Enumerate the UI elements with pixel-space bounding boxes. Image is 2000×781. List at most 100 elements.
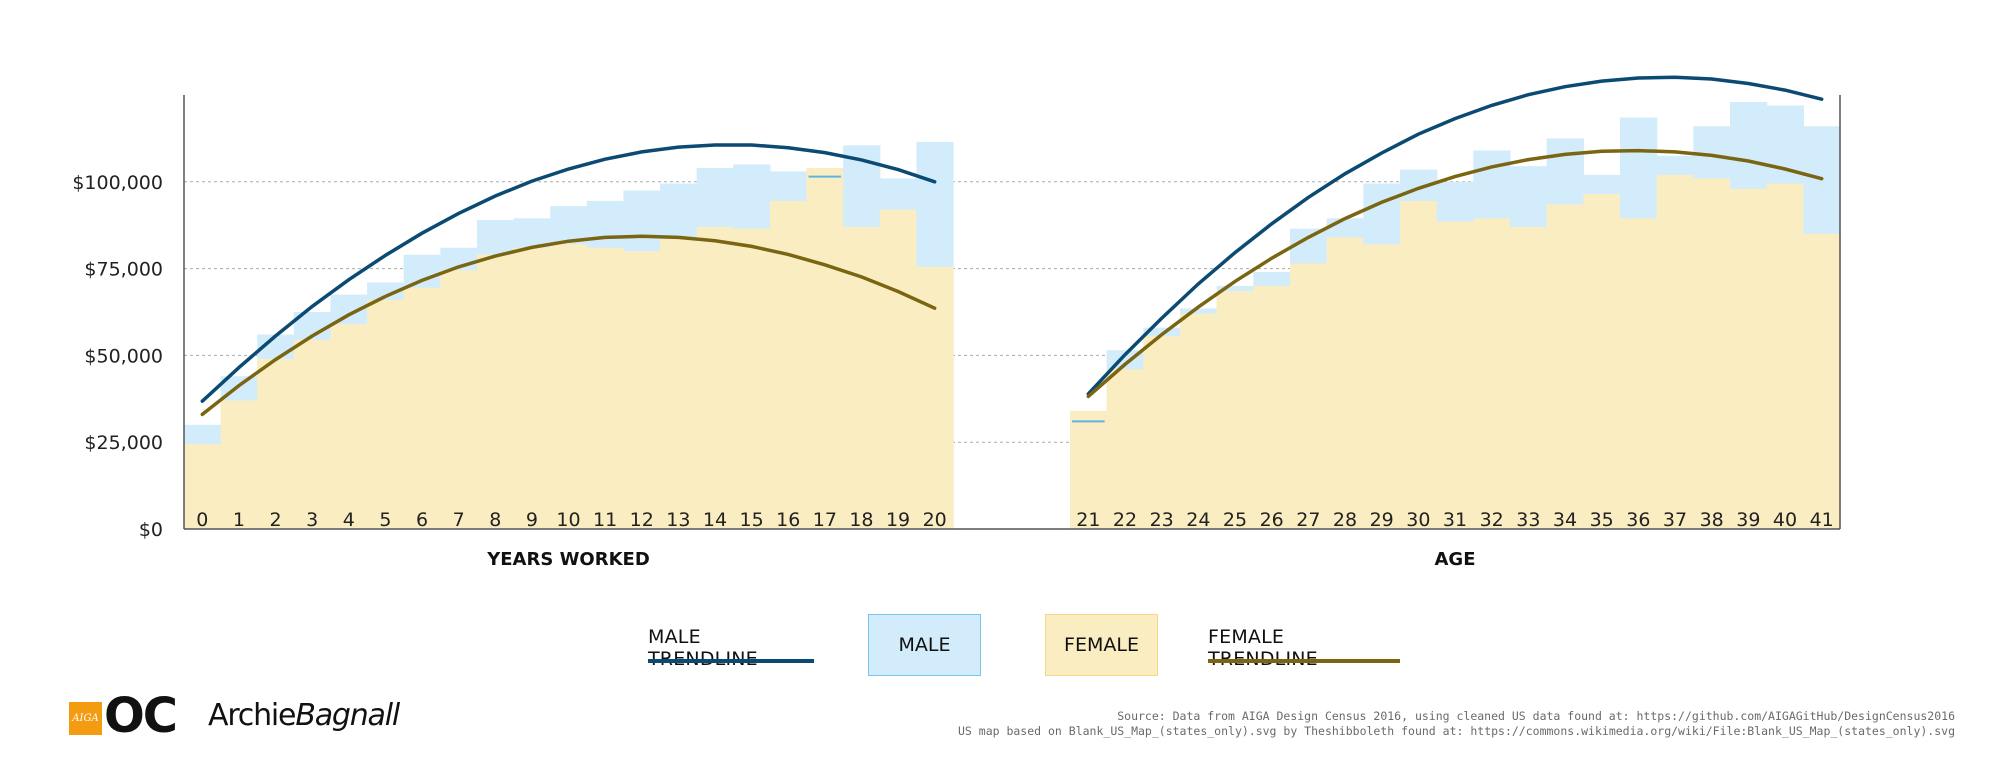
female-bar [1730, 188, 1768, 529]
female-bar [1656, 174, 1694, 529]
female-bar [513, 247, 551, 529]
x-tick-label: 5 [379, 509, 391, 531]
female-bar [1436, 221, 1474, 529]
legend-male-label: MALE [898, 634, 951, 656]
x-tick-label: 9 [526, 509, 538, 531]
y-tick-label: $50,000 [84, 345, 163, 367]
x-tick-label: 36 [1626, 509, 1650, 531]
female-bar [1290, 263, 1328, 529]
female-bar [586, 247, 625, 529]
source-note: Source: Data from AIGA Design Census 201… [958, 709, 1955, 739]
female-bar [916, 266, 954, 529]
female-bar [1326, 237, 1364, 530]
female-bar [1620, 218, 1658, 530]
female-bar [1070, 410, 1108, 529]
x-tick-label: 15 [740, 509, 764, 531]
female-bar [1473, 218, 1511, 530]
x-axis-title: YEARS WORKED [486, 549, 650, 570]
x-tick-label: 32 [1480, 509, 1504, 531]
x-tick-label: 3 [306, 509, 318, 531]
x-tick-label: 20 [923, 509, 947, 531]
aiga-logo: AIGA [69, 702, 102, 735]
x-tick-label: 29 [1370, 509, 1394, 531]
x-tick-label: 25 [1223, 509, 1247, 531]
x-tick-label: 39 [1736, 509, 1760, 531]
female-bar [293, 339, 332, 529]
source-line-1: Source: Data from AIGA Design Census 201… [1117, 709, 1955, 723]
y-tick-label: $100,000 [72, 172, 163, 194]
legend-male-trendline: MALE TRENDLINE [648, 626, 814, 670]
legend-female: FEMALE [1045, 614, 1158, 676]
legend-male-trendline-label: MALE TRENDLINE [648, 626, 758, 670]
legend-male: MALE [868, 614, 981, 676]
x-tick-label: 11 [593, 509, 617, 531]
x-tick-label: 21 [1076, 509, 1100, 531]
x-tick-label: 28 [1333, 509, 1357, 531]
female-bar [806, 167, 844, 530]
x-tick-label: 17 [813, 509, 837, 531]
female-bar [1510, 226, 1548, 529]
female-bar [403, 287, 441, 529]
y-tick-label: $0 [139, 519, 163, 541]
female-bar [330, 324, 368, 529]
x-tick-label: 6 [416, 509, 428, 531]
legend-female-trendline-swatch [1208, 659, 1400, 663]
archie-bagnall-logo: ArchieBagnall [208, 696, 400, 736]
x-tick-label: 41 [1810, 509, 1834, 531]
female-bar [1253, 285, 1291, 529]
x-tick-label: 22 [1113, 509, 1137, 531]
x-tick-label: 33 [1516, 509, 1540, 531]
archie-first: Archie [208, 698, 297, 733]
legend-male-trendline-swatch [648, 659, 814, 663]
female-bar [1803, 233, 1841, 529]
female-bar [220, 400, 258, 529]
x-tick-label: 4 [343, 509, 355, 531]
male-trendline [1086, 75, 1824, 396]
female-trendline [1086, 148, 1824, 399]
female-bar [1216, 291, 1254, 529]
male-trendline [200, 143, 937, 403]
legend-female-label: FEMALE [1064, 634, 1139, 656]
female-bar [660, 239, 698, 529]
x-tick-label: 26 [1260, 509, 1284, 531]
legend-female-trendline: FEMALE TRENDLINE [1208, 626, 1400, 670]
x-tick-label: 16 [776, 509, 800, 531]
x-tick-label: 7 [453, 509, 465, 531]
x-tick-label: 14 [703, 509, 727, 531]
oc-logo: OC [104, 688, 178, 744]
x-tick-label: 35 [1590, 509, 1614, 531]
female-bar [257, 358, 295, 529]
x-tick-label: 1 [233, 509, 245, 531]
x-tick-label: 13 [666, 509, 690, 531]
female-bar [1180, 313, 1218, 529]
female-bar [440, 270, 478, 529]
x-tick-label: 12 [630, 509, 654, 531]
female-bar [1400, 200, 1438, 529]
female-bar [1693, 178, 1731, 529]
trendlines [200, 75, 1824, 417]
x-tick-label: 37 [1663, 509, 1687, 531]
x-tick-label: 40 [1773, 509, 1797, 531]
female-bar [1766, 183, 1804, 529]
bars [184, 101, 1841, 530]
female-bar [1546, 204, 1584, 530]
x-tick-label: 34 [1553, 509, 1577, 531]
axes [183, 95, 1841, 530]
x-tick-label: 31 [1443, 509, 1467, 531]
x-tick-label: 2 [270, 509, 282, 531]
female-bar [184, 443, 222, 529]
female-trendline [200, 234, 937, 417]
source-line-2: US map based on Blank_US_Map_(states_onl… [958, 724, 1955, 738]
x-tick-label: 8 [489, 509, 501, 531]
female-bar [476, 254, 515, 529]
x-tick-label: 0 [196, 509, 208, 531]
x-tick-label: 27 [1296, 509, 1320, 531]
x-tick-label: 30 [1406, 509, 1430, 531]
female-bar [367, 299, 405, 529]
female-bar [733, 228, 771, 529]
female-bar [879, 209, 917, 530]
legend-female-trendline-label: FEMALE TRENDLINE [1208, 626, 1318, 670]
x-tick-label: 10 [556, 509, 580, 531]
